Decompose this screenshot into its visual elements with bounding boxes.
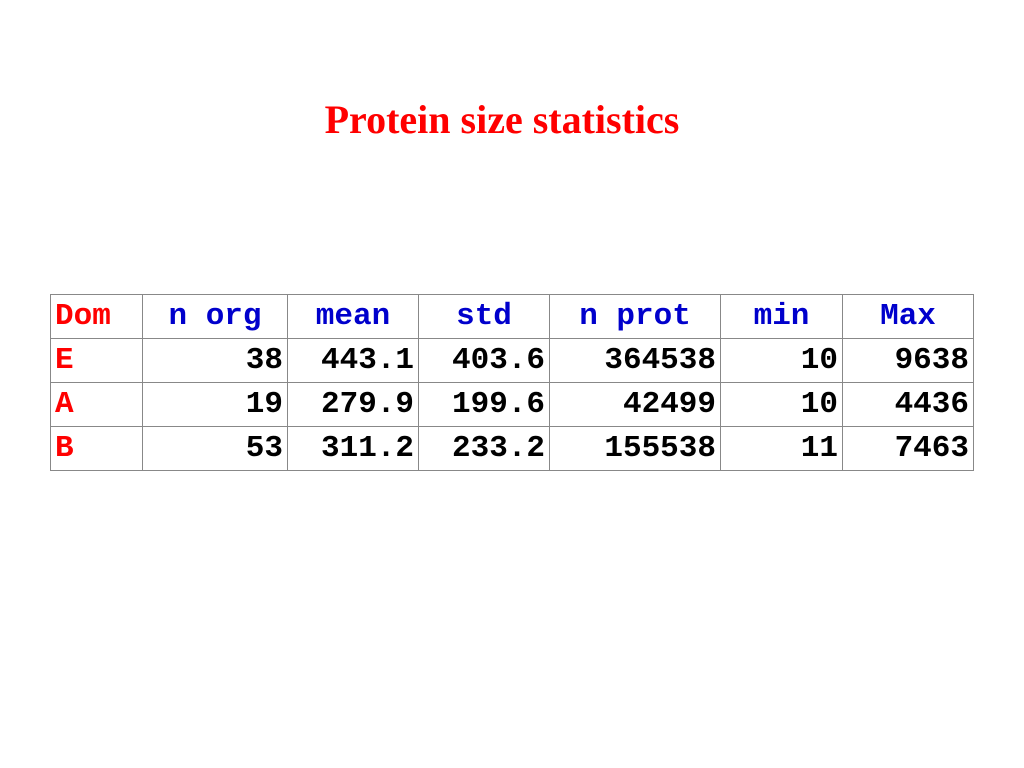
page-title: Protein size statistics bbox=[324, 97, 680, 142]
column-header-dom: Dom bbox=[50, 294, 143, 339]
cell-dom: A bbox=[50, 382, 143, 427]
cell-min: 10 bbox=[720, 382, 843, 427]
cell-mean: 311.2 bbox=[287, 426, 419, 471]
cell-max: 9638 bbox=[842, 338, 974, 383]
table-row: E 38 443.1 403.6 364538 10 9638 bbox=[50, 338, 974, 383]
cell-n-prot: 42499 bbox=[549, 382, 721, 427]
column-header-min: min bbox=[720, 294, 843, 339]
cell-dom: E bbox=[50, 338, 143, 383]
column-header-std: std bbox=[418, 294, 550, 339]
cell-max: 4436 bbox=[842, 382, 974, 427]
cell-n-org: 19 bbox=[142, 382, 288, 427]
cell-mean: 279.9 bbox=[287, 382, 419, 427]
table-header-row: Dom n org mean std n prot min Max bbox=[50, 294, 974, 339]
cell-n-prot: 364538 bbox=[549, 338, 721, 383]
column-header-n-prot: n prot bbox=[549, 294, 721, 339]
cell-std: 403.6 bbox=[418, 338, 550, 383]
cell-min: 11 bbox=[720, 426, 843, 471]
cell-min: 10 bbox=[720, 338, 843, 383]
cell-n-org: 38 bbox=[142, 338, 288, 383]
protein-size-table: Dom n org mean std n prot min Max E 38 4… bbox=[50, 294, 974, 471]
column-header-mean: mean bbox=[287, 294, 419, 339]
table-row: A 19 279.9 199.6 42499 10 4436 bbox=[50, 382, 974, 427]
cell-n-prot: 155538 bbox=[549, 426, 721, 471]
table-row: B 53 311.2 233.2 155538 11 7463 bbox=[50, 426, 974, 471]
cell-std: 233.2 bbox=[418, 426, 550, 471]
column-header-max: Max bbox=[842, 294, 974, 339]
cell-n-org: 53 bbox=[142, 426, 288, 471]
column-header-n-org: n org bbox=[142, 294, 288, 339]
cell-std: 199.6 bbox=[418, 382, 550, 427]
cell-max: 7463 bbox=[842, 426, 974, 471]
cell-dom: B bbox=[50, 426, 143, 471]
cell-mean: 443.1 bbox=[287, 338, 419, 383]
